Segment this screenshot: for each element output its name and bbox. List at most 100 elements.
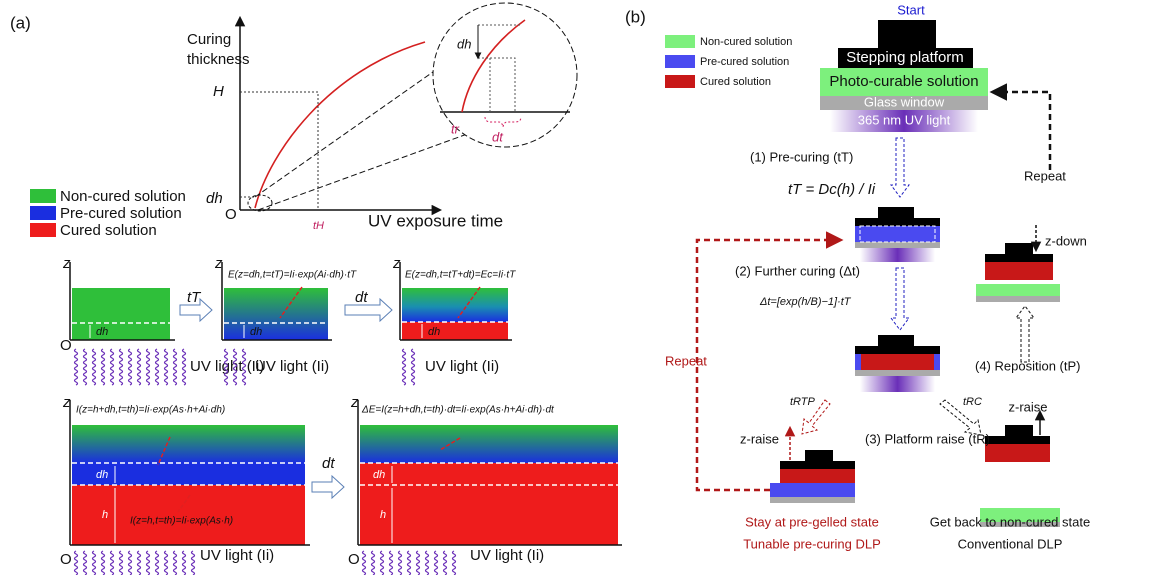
uv-wave	[102, 349, 105, 385]
uv-wave	[138, 349, 141, 385]
swatch	[30, 206, 56, 220]
uv-label: UV light (Ii)	[470, 547, 544, 564]
uv-wave	[129, 349, 132, 385]
uv-wave	[147, 349, 150, 385]
layer	[360, 463, 618, 545]
layer	[72, 288, 170, 340]
layer	[402, 288, 508, 322]
z-label: z	[214, 255, 223, 272]
uv-wave	[435, 551, 438, 575]
uv-wave	[444, 551, 447, 575]
dh-label: dh	[250, 326, 262, 338]
equation: I(z=h,t=th)=Ii·exp(As·h)	[130, 516, 233, 527]
dh-label: dh	[206, 190, 223, 207]
label: Stepping platform	[846, 49, 964, 66]
legend-entry: Non-cured solution	[60, 188, 186, 205]
time-label: tRC	[963, 396, 982, 408]
platform	[780, 461, 855, 469]
repeat-arrow	[993, 92, 1050, 170]
legend-entry: Pre-cured solution	[700, 56, 789, 68]
legend-entry: Cured solution	[700, 76, 771, 88]
layer	[360, 425, 618, 463]
guides	[240, 92, 318, 210]
uv-wave	[120, 551, 123, 575]
z-label: z	[350, 394, 359, 411]
uv-wave	[192, 551, 195, 575]
uv-wave	[75, 349, 78, 385]
legend-entry: Pre-cured solution	[60, 205, 182, 222]
step-label: dt	[355, 289, 368, 306]
uv-wave	[165, 349, 168, 385]
uv-wave	[165, 551, 168, 575]
platform	[855, 218, 940, 226]
origin: O	[225, 206, 237, 223]
uv-label: UV light (Ii)	[255, 358, 329, 375]
th-label: tH	[313, 220, 324, 232]
block	[878, 335, 914, 347]
uv-wave	[234, 349, 237, 385]
uv-wave	[403, 349, 406, 385]
layer	[224, 288, 328, 340]
uv-wave	[453, 551, 456, 575]
h-label: h	[380, 509, 386, 521]
step: (2) Further curing (Δt)	[735, 263, 860, 278]
y-label: Curing	[187, 31, 231, 48]
uv-wave	[417, 551, 420, 575]
uv	[860, 248, 935, 262]
origin: O	[60, 337, 72, 354]
swatch	[665, 35, 695, 48]
layer	[402, 322, 508, 340]
platform	[985, 436, 1050, 444]
block	[1005, 425, 1033, 437]
uv-wave	[183, 349, 186, 385]
dh-label: dh	[373, 469, 385, 481]
uv-label: UV light (Ii)	[425, 358, 499, 375]
setup: Stepping platform Photo-curable solution…	[820, 20, 988, 132]
equation: I(z=h+dh,t=th)=Ii·exp(As·h+Ai·dh)	[76, 405, 225, 416]
uv-wave	[408, 551, 411, 575]
layer	[861, 354, 934, 370]
process: (1) Pre-curing (tT) tT = Dc(h) / Ii (2) …	[665, 92, 1090, 551]
tr-label: tr	[451, 121, 460, 136]
uv-wave	[84, 551, 87, 575]
outcome: Stay at pre-gelled state	[745, 514, 879, 529]
window	[770, 497, 855, 503]
swatch	[30, 189, 56, 203]
layer	[72, 425, 305, 463]
z-label: z	[62, 255, 71, 272]
uv-wave	[156, 349, 159, 385]
label: 365 nm UV light	[858, 112, 951, 127]
uv-wave	[111, 551, 114, 575]
z-label: z	[62, 394, 71, 411]
origin: O	[60, 551, 72, 568]
uv-wave	[120, 349, 123, 385]
dh-label: dh	[96, 326, 108, 338]
uv-wave	[372, 551, 375, 575]
legend-a: Non-cured solution Pre-cured solution Cu…	[30, 188, 186, 239]
window	[855, 242, 940, 248]
uv-wave	[129, 551, 132, 575]
step-arrow	[312, 476, 344, 498]
layer	[976, 284, 1060, 296]
uv-wave	[426, 551, 429, 575]
step-label: dt	[322, 455, 335, 472]
dh-label: dh	[428, 326, 440, 338]
uv-wave	[399, 551, 402, 575]
uv-wave	[75, 551, 78, 575]
uv-wave	[243, 349, 246, 385]
layer	[780, 469, 855, 483]
swatch	[665, 75, 695, 88]
layer	[985, 262, 1053, 280]
legend-entry: Cured solution	[60, 222, 157, 239]
window	[976, 296, 1060, 302]
legend-b: Non-cured solution Pre-cured solution Cu…	[665, 35, 792, 88]
panel-label: (a)	[10, 13, 31, 32]
zoom-region	[248, 195, 272, 211]
uv	[860, 376, 935, 392]
flow-arrow	[1016, 306, 1034, 362]
layer	[770, 483, 855, 497]
time-label: tRTP	[790, 396, 816, 408]
figure: (a) Curing thickness H dh O UV exposure …	[0, 0, 1157, 575]
h-label: H	[213, 83, 224, 100]
move-label: z-raise	[1008, 399, 1047, 414]
